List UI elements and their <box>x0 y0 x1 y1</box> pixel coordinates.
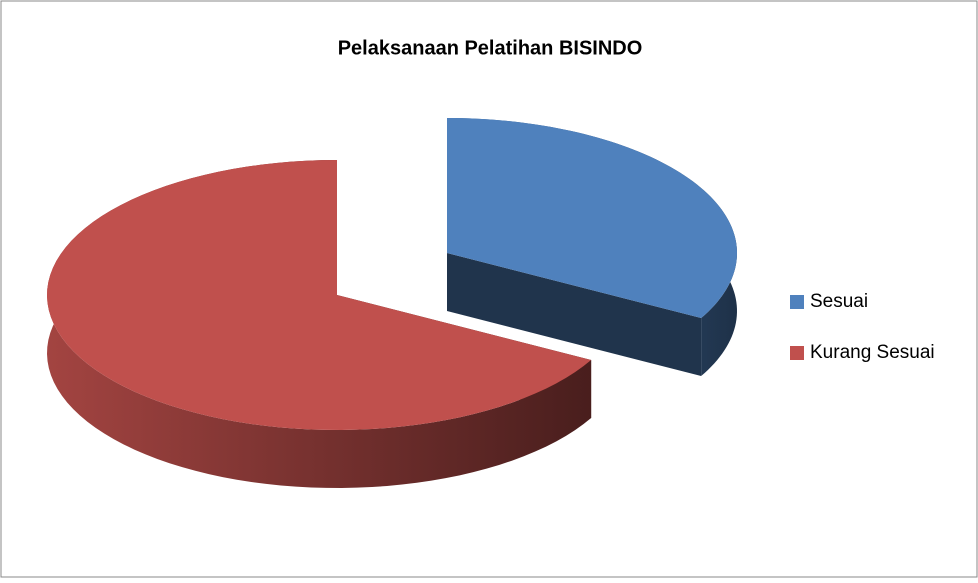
legend-label: Kurang Sesuai <box>810 342 935 363</box>
legend-label: Sesuai <box>810 291 868 312</box>
legend-swatch <box>790 346 804 360</box>
pie-slice <box>447 118 737 319</box>
legend-swatch <box>790 295 804 309</box>
chart-title: Pelaksanaan Pelatihan BISINDO <box>338 37 643 59</box>
pie-slice <box>47 160 592 430</box>
slice-wall <box>447 253 702 377</box>
